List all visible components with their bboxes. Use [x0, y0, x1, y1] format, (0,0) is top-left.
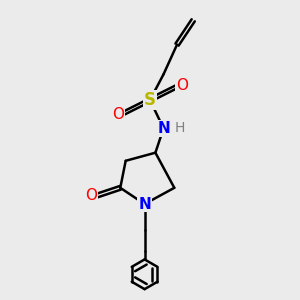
Text: N: N: [157, 121, 170, 136]
Text: O: O: [176, 78, 188, 93]
Text: O: O: [112, 107, 124, 122]
Text: H: H: [175, 122, 185, 135]
Text: N: N: [138, 196, 151, 211]
Text: O: O: [85, 188, 97, 203]
Text: S: S: [144, 91, 156, 109]
